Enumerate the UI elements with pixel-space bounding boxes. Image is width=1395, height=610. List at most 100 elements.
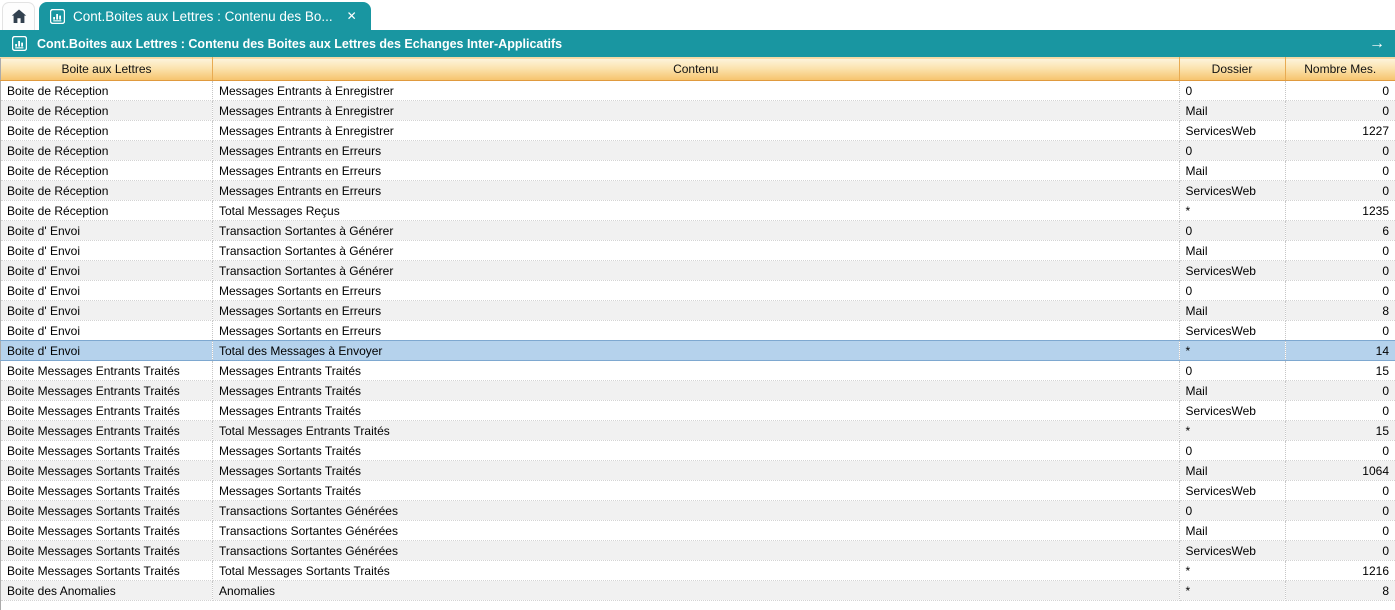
table-row[interactable]: Boite de Réception Messages Entrants en E… [0,140,1395,161]
page-title: Cont.Boites aux Lettres : Contenu des Bo… [37,36,563,51]
cell-content: Messages Sortants en Erreurs [212,300,1180,321]
cell-content: Total Messages Reçus [212,200,1180,221]
cell-folder: Mail [1179,460,1286,481]
column-header-contenu[interactable]: Contenu [212,57,1180,81]
cell-mailbox: Boite Messages Sortants Traités [0,440,213,461]
cell-folder: Mail [1179,160,1286,181]
cell-folder: 0 [1179,220,1286,241]
table-row[interactable]: Boite Messages Sortants Traités Transacti… [0,520,1395,541]
cell-content: Anomalies [212,580,1180,601]
scroll-right-icon[interactable]: → [1369,35,1385,52]
table-row[interactable]: Boite Messages Sortants Traités Messages … [0,460,1395,481]
table-row[interactable]: Boite de Réception Total Messages Reçus * 1… [0,200,1395,221]
table-row[interactable]: Boite Messages Sortants Traités Messages … [0,440,1395,461]
cell-content: Messages Entrants en Erreurs [212,160,1180,181]
table-row[interactable]: Boite des Anomalies Anomalies * 8 [0,580,1395,601]
cell-mailbox: Boite d' Envoi [0,300,213,321]
cell-folder: * [1179,560,1286,581]
cell-count: 0 [1285,160,1395,181]
table-row[interactable]: Boite de Réception Messages Entrants en E… [0,160,1395,181]
cell-count: 8 [1285,300,1395,321]
table-row[interactable]: Boite Messages Entrants Traités Messages … [0,400,1395,421]
cell-folder: 0 [1179,140,1286,161]
table-row[interactable]: Boite d' Envoi Messages Sortants en Erreu… [0,280,1395,301]
cell-mailbox: Boite Messages Sortants Traités [0,460,213,481]
cell-count: 0 [1285,260,1395,281]
table-row[interactable]: Boite Messages Sortants Traités Transacti… [0,540,1395,561]
cell-folder: Mail [1179,520,1286,541]
table-row[interactable]: Boite de Réception Messages Entrants en E… [0,180,1395,201]
cell-mailbox: Boite Messages Sortants Traités [0,520,213,541]
cell-mailbox: Boite de Réception [0,160,213,181]
tab-title: Cont.Boites aux Lettres : Contenu des Bo… [73,8,333,24]
cell-content: Transaction Sortantes à Générer [212,240,1180,261]
cell-count: 0 [1285,180,1395,201]
table-row[interactable]: Boite de Réception Messages Entrants à En… [0,80,1395,101]
cell-content: Total des Messages à Envoyer [212,340,1180,361]
table-row[interactable]: Boite de Réception Messages Entrants à En… [0,100,1395,121]
table-row[interactable]: Boite Messages Entrants Traités Messages … [0,380,1395,401]
cell-content: Messages Sortants en Erreurs [212,280,1180,301]
cell-mailbox: Boite de Réception [0,200,213,221]
cell-count: 0 [1285,380,1395,401]
tab-active-report[interactable]: Cont.Boites aux Lettres : Contenu des Bo… [39,2,371,30]
column-header-boite-aux-lettres[interactable]: Boite aux Lettres [0,57,213,81]
tab-home[interactable] [2,2,35,30]
column-header-nombre-mes[interactable]: Nombre Mes. [1285,57,1395,81]
bar-chart-icon [12,36,27,51]
table-row[interactable]: Boite Messages Sortants Traités Total Mes… [0,560,1395,581]
table-row[interactable]: Boite d' Envoi Transaction Sortantes à Gé… [0,220,1395,241]
cell-count: 8 [1285,580,1395,601]
cell-content: Messages Entrants en Erreurs [212,140,1180,161]
cell-mailbox: Boite d' Envoi [0,220,213,241]
cell-content: Transactions Sortantes Générées [212,540,1180,561]
table-row[interactable]: Boite Messages Entrants Traités Messages … [0,360,1395,381]
cell-count: 0 [1285,320,1395,341]
cell-mailbox: Boite Messages Entrants Traités [0,380,213,401]
cell-folder: ServicesWeb [1179,480,1286,501]
table-row[interactable]: Boite d' Envoi Transaction Sortantes à Gé… [0,260,1395,281]
cell-mailbox: Boite Messages Entrants Traités [0,420,213,441]
cell-count: 1064 [1285,460,1395,481]
mailbox-content-grid: Boite aux Lettres Contenu Dossier Nombre… [0,57,1395,601]
cell-mailbox: Boite Messages Sortants Traités [0,500,213,521]
cell-folder: Mail [1179,300,1286,321]
table-row[interactable]: Boite Messages Sortants Traités Messages … [0,480,1395,501]
grid-header-row: Boite aux Lettres Contenu Dossier Nombre… [0,57,1395,81]
grid-left-border-tail [0,601,3,610]
table-row[interactable]: Boite d' Envoi Transaction Sortantes à Gé… [0,240,1395,261]
cell-count: 0 [1285,240,1395,261]
table-row[interactable]: Boite d' Envoi Messages Sortants en Erreu… [0,300,1395,321]
cell-mailbox: Boite de Réception [0,100,213,121]
table-row[interactable]: Boite d' Envoi Messages Sortants en Erreu… [0,320,1395,341]
cell-mailbox: Boite de Réception [0,140,213,161]
cell-folder: ServicesWeb [1179,540,1286,561]
cell-folder: ServicesWeb [1179,400,1286,421]
cell-count: 1227 [1285,120,1395,141]
cell-mailbox: Boite Messages Entrants Traités [0,400,213,421]
cell-folder: 0 [1179,500,1286,521]
cell-content: Transactions Sortantes Générées [212,520,1180,541]
cell-folder: * [1179,580,1286,601]
cell-content: Messages Sortants en Erreurs [212,320,1180,341]
cell-folder: Mail [1179,380,1286,401]
close-icon[interactable]: ✕ [346,9,357,23]
cell-count: 0 [1285,100,1395,121]
cell-mailbox: Boite de Réception [0,180,213,201]
cell-folder: ServicesWeb [1179,260,1286,281]
cell-mailbox: Boite des Anomalies [0,580,213,601]
table-row[interactable]: Boite Messages Entrants Traités Total Mes… [0,420,1395,441]
cell-mailbox: Boite d' Envoi [0,280,213,301]
cell-count: 0 [1285,520,1395,541]
table-row[interactable]: Boite de Réception Messages Entrants à En… [0,120,1395,141]
cell-folder: ServicesWeb [1179,180,1286,201]
cell-mailbox: Boite d' Envoi [0,340,213,361]
cell-content: Transactions Sortantes Générées [212,500,1180,521]
table-row[interactable]: Boite Messages Sortants Traités Transacti… [0,500,1395,521]
table-row[interactable]: Boite d' Envoi Total des Messages à Envoy… [0,340,1395,361]
cell-content: Messages Sortants Traités [212,480,1180,501]
cell-content: Messages Sortants Traités [212,460,1180,481]
column-header-dossier[interactable]: Dossier [1179,57,1286,81]
cell-count: 14 [1285,340,1395,361]
cell-mailbox: Boite Messages Sortants Traités [0,480,213,501]
